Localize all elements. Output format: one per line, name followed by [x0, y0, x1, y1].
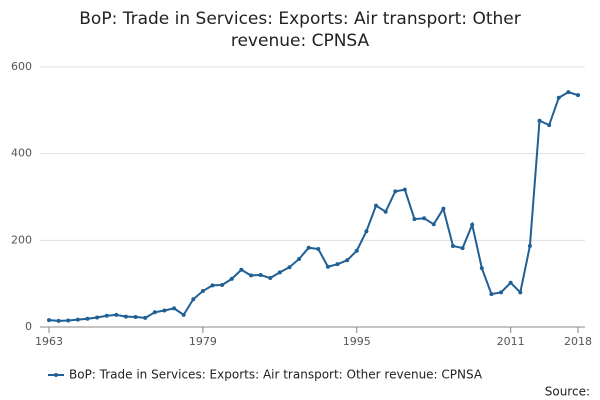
data-point: [104, 313, 109, 318]
x-tick-label: 2011: [497, 335, 525, 348]
y-tick-label: 600: [11, 60, 32, 73]
data-point: [306, 245, 311, 250]
data-point: [191, 297, 196, 302]
data-point: [450, 243, 455, 248]
data-point: [499, 290, 504, 295]
data-point: [547, 123, 552, 128]
data-point: [123, 314, 128, 319]
data-point: [162, 308, 167, 313]
data-point: [470, 222, 475, 227]
data-point: [287, 265, 292, 270]
legend-marker: [54, 373, 58, 377]
data-point: [220, 282, 225, 287]
data-point: [479, 266, 484, 271]
data-point: [47, 318, 51, 323]
data-point: [422, 216, 427, 221]
data-point: [85, 316, 90, 321]
source: Source:: [545, 385, 590, 399]
data-point: [210, 283, 215, 288]
data-point: [460, 246, 465, 251]
data-point: [200, 289, 205, 294]
y-tick-label: 200: [11, 233, 32, 246]
data-point: [75, 317, 80, 322]
data-point: [364, 229, 369, 234]
y-tick-label: 400: [11, 147, 32, 160]
data-point: [354, 248, 359, 253]
data-point: [518, 290, 523, 295]
data-point: [508, 280, 513, 285]
data-point: [133, 315, 138, 320]
y-tick-label: 0: [25, 320, 32, 333]
data-point: [431, 222, 436, 227]
data-point: [345, 258, 350, 263]
data-point: [335, 262, 340, 267]
data-point: [316, 247, 321, 251]
chart-title: BoP: Trade in Services: Exports: Air tra…: [79, 9, 521, 51]
x-tick-label: 1963: [35, 335, 63, 348]
data-point: [489, 292, 494, 297]
data-point: [143, 315, 148, 320]
data-point: [566, 90, 571, 95]
data-point: [172, 306, 177, 311]
data-point: [556, 95, 561, 100]
data-point: [268, 276, 273, 281]
data-point: [402, 187, 407, 192]
data-point: [181, 312, 186, 317]
data-point: [383, 209, 388, 214]
data-point: [412, 217, 417, 222]
data-line: [48, 91, 579, 322]
x-tick-label: 1979: [189, 335, 217, 348]
data-point: [114, 312, 119, 317]
data-point: [393, 189, 398, 194]
x-tick-label: 2018: [564, 335, 592, 348]
data-point: [66, 318, 71, 323]
data-point: [152, 310, 157, 315]
data-point: [374, 203, 379, 208]
data-point: [441, 206, 446, 211]
data-point: [239, 267, 244, 272]
data-point: [527, 243, 532, 248]
x-tick-label: 1995: [343, 335, 371, 348]
data-point: [56, 318, 61, 323]
data-point: [537, 118, 542, 123]
data-point: [576, 93, 580, 98]
data-point: [229, 276, 234, 281]
data-point: [95, 315, 100, 320]
data-point: [325, 264, 330, 269]
data-point: [277, 270, 282, 275]
legend-label: BoP: Trade in Services: Exports: Air tra…: [69, 368, 483, 382]
data-point: [297, 256, 302, 261]
data-point: [258, 273, 263, 277]
data-point: [248, 273, 253, 278]
